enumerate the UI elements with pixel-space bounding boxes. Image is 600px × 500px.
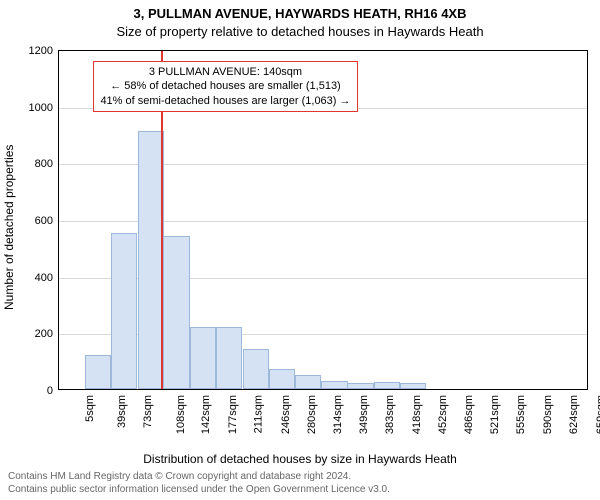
x-tick-label: 521sqm <box>490 395 502 434</box>
x-axis-label: Distribution of detached houses by size … <box>0 452 600 466</box>
histogram-bar <box>216 327 242 389</box>
chart-title: 3, PULLMAN AVENUE, HAYWARDS HEATH, RH16 … <box>0 6 600 21</box>
y-axis-label: Number of detached properties <box>2 145 16 310</box>
annotation-line-3: 41% of semi-detached houses are larger (… <box>100 94 350 108</box>
x-tick-label: 73sqm <box>142 395 154 428</box>
x-tick-label: 452sqm <box>437 395 449 434</box>
x-tick-label: 349sqm <box>358 395 370 434</box>
y-tick-label: 800 <box>35 158 53 170</box>
x-tick-label: 177sqm <box>227 395 239 434</box>
x-tick-label: 383sqm <box>384 395 396 434</box>
footer-line-1: Contains HM Land Registry data © Crown c… <box>8 471 592 484</box>
histogram-bar <box>138 131 164 389</box>
x-tick-label: 246sqm <box>280 395 292 434</box>
histogram-bar <box>321 381 347 390</box>
y-tick-label: 400 <box>35 272 53 284</box>
plot-area: 0200400600800100012005sqm39sqm73sqm108sq… <box>58 50 588 390</box>
histogram-bar <box>269 369 295 389</box>
histogram-bar <box>190 327 216 389</box>
chart-subtitle: Size of property relative to detached ho… <box>0 24 600 39</box>
annotation-line-1: 3 PULLMAN AVENUE: 140sqm <box>100 65 350 79</box>
footer-line-2: Contains public sector information licen… <box>8 484 592 497</box>
annotation-line-2: ← 58% of detached houses are smaller (1,… <box>100 79 350 93</box>
footer: Contains HM Land Registry data © Crown c… <box>8 471 592 496</box>
y-tick-label: 1000 <box>29 102 53 114</box>
chart-container: { "titles": { "line1": "3, PULLMAN AVENU… <box>0 0 600 500</box>
annotation-box: 3 PULLMAN AVENUE: 140sqm ← 58% of detach… <box>93 61 357 112</box>
y-tick-label: 200 <box>35 328 53 340</box>
histogram-bar <box>374 382 400 389</box>
y-tick-label: 600 <box>35 215 53 227</box>
histogram-bar <box>243 349 269 389</box>
x-tick-label: 280sqm <box>306 395 318 434</box>
y-tick-label: 1200 <box>29 45 53 57</box>
x-tick-label: 624sqm <box>568 395 580 434</box>
histogram-bar <box>85 355 111 389</box>
x-tick-label: 39sqm <box>116 395 128 428</box>
histogram-bar <box>400 383 426 389</box>
histogram-bar <box>163 236 189 389</box>
x-tick-label: 590sqm <box>542 395 554 434</box>
x-tick-label: 418sqm <box>411 395 423 434</box>
y-tick-label: 0 <box>47 385 53 397</box>
histogram-bar <box>347 383 373 389</box>
x-tick-label: 314sqm <box>332 395 344 434</box>
histogram-bar <box>111 233 137 389</box>
x-tick-label: 659sqm <box>595 395 600 434</box>
x-tick-label: 486sqm <box>463 395 475 434</box>
histogram-bar <box>295 375 321 389</box>
x-tick-label: 142sqm <box>201 395 213 434</box>
x-tick-label: 5sqm <box>84 395 96 422</box>
x-tick-label: 108sqm <box>175 395 187 434</box>
x-tick-label: 211sqm <box>252 395 264 433</box>
x-tick-label: 555sqm <box>516 395 528 434</box>
